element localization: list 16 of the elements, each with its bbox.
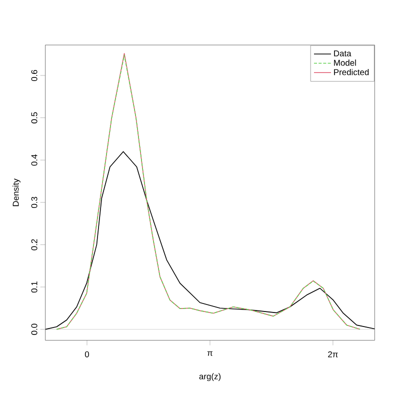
y-tick-label: 0.3 — [31, 196, 38, 208]
y-tick-label: 0.2 — [31, 239, 38, 250]
y-axis-title: Density — [12, 178, 20, 206]
y-tick-label: 0.6 — [31, 70, 38, 82]
x-tick-label: π — [207, 351, 213, 356]
legend-label: Data — [334, 50, 352, 56]
y-tick-label: 0.4 — [31, 154, 38, 166]
x-axis-title: arg(z) — [199, 373, 221, 382]
x-tick-label: 0 — [84, 351, 90, 358]
y-tick-label: 0.1 — [31, 282, 38, 293]
legend-label: Predicted — [334, 68, 369, 76]
legend-label: Model — [334, 60, 356, 66]
x-tick-label: 2π — [328, 351, 338, 358]
y-tick-label: 0.0 — [31, 324, 38, 335]
y-tick-label: 0.5 — [31, 112, 38, 124]
line-series — [45, 151, 375, 330]
